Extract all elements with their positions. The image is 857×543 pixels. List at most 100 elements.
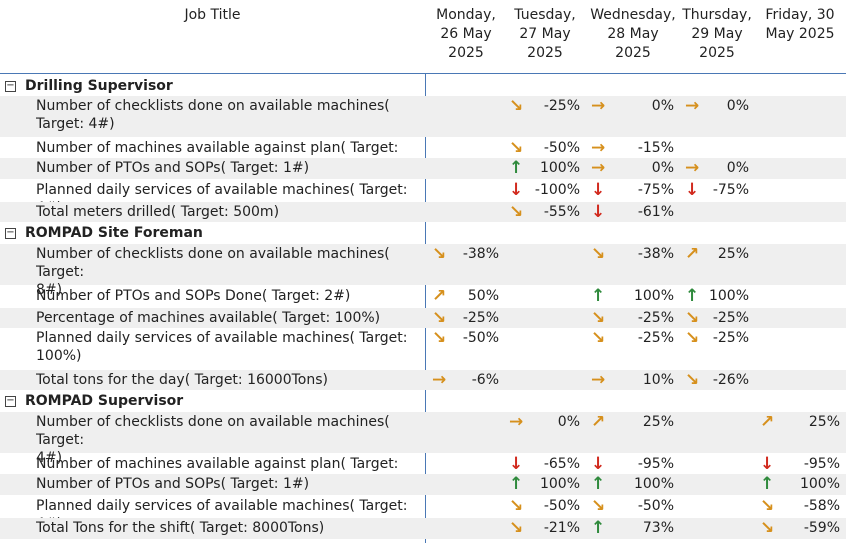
kpi-value: 100% bbox=[708, 288, 749, 304]
kpi-value: -25% bbox=[637, 310, 674, 326]
kpi-value: -25% bbox=[462, 310, 499, 326]
kpi-value: 10% bbox=[642, 372, 674, 388]
kpi-value: 100% bbox=[633, 288, 674, 304]
table-row[interactable]: Number of machines available against pla… bbox=[0, 454, 846, 474]
table-row[interactable]: Percentage of machines available( Target… bbox=[0, 308, 846, 328]
arrow-right-icon: → bbox=[432, 370, 447, 390]
metric-label: Total tons for the day( Target: 16000Ton… bbox=[36, 372, 328, 388]
column-header-tuesday[interactable]: Tuesday, 27 May 2025 bbox=[514, 7, 576, 61]
metric-label: Total Tons for the shift( Target: 8000To… bbox=[36, 520, 325, 536]
arrow-down-right-icon: ↘ bbox=[509, 138, 524, 158]
kpi-value: 100% bbox=[799, 476, 840, 492]
kpi-value: -50% bbox=[543, 140, 580, 156]
kpi-value: -95% bbox=[803, 456, 840, 472]
table-row[interactable]: Planned daily services of available mach… bbox=[0, 328, 846, 369]
arrow-right-icon: → bbox=[509, 412, 524, 432]
table-row[interactable]: Number of PTOs and SOPs( Target: 1#) ↑ 100… bbox=[0, 474, 846, 495]
kpi-value: 25% bbox=[808, 414, 840, 430]
arrow-up-icon: ↑ bbox=[685, 286, 700, 306]
metric-label: Percentage of machines available( Target… bbox=[36, 310, 381, 326]
kpi-value: -55% bbox=[543, 204, 580, 220]
group-row[interactable]: ROMPAD Site Foreman bbox=[0, 222, 846, 243]
kpi-value: -50% bbox=[543, 498, 580, 514]
arrow-up-icon: ↑ bbox=[591, 474, 606, 494]
group-row[interactable]: ROMPAD Supervisor bbox=[0, 390, 846, 411]
arrow-up-right-icon: ↗ bbox=[591, 412, 606, 432]
kpi-value: -50% bbox=[462, 330, 499, 346]
kpi-value: 0% bbox=[557, 414, 580, 430]
metric-label: Number of machines available against pla… bbox=[36, 140, 399, 156]
table-row[interactable]: Number of checklists done on available m… bbox=[0, 244, 846, 298]
kpi-value: 25% bbox=[642, 414, 674, 430]
metric-label: Planned daily services of available mach… bbox=[36, 182, 408, 216]
kpi-value: 0% bbox=[726, 160, 749, 176]
arrow-right-icon: → bbox=[591, 138, 606, 158]
arrow-down-right-icon: ↘ bbox=[432, 328, 447, 348]
arrow-right-icon: → bbox=[685, 96, 700, 116]
group-row[interactable]: Drilling Supervisor bbox=[0, 76, 846, 96]
column-header-wednesday[interactable]: Wednesday, 28 May 2025 bbox=[590, 7, 676, 61]
group-title: ROMPAD Supervisor bbox=[25, 392, 184, 409]
kpi-value: -75% bbox=[637, 182, 674, 198]
column-header-thursday[interactable]: Thursday, 29 May 2025 bbox=[682, 7, 752, 61]
table-row[interactable]: Number of PTOs and SOPs( Target: 1#) ↑ 100… bbox=[0, 158, 846, 179]
kpi-value: -38% bbox=[637, 246, 674, 262]
kpi-value: -26% bbox=[712, 372, 749, 388]
metric-label: Number of PTOs and SOPs( Target: 1#) bbox=[36, 160, 310, 176]
kpi-value: -58% bbox=[803, 498, 840, 514]
table-row[interactable]: Total tons for the day( Target: 16000Ton… bbox=[0, 370, 846, 390]
metric-label: Number of PTOs and SOPs( Target: 1#) bbox=[36, 476, 310, 492]
arrow-up-right-icon: ↗ bbox=[432, 286, 447, 306]
arrow-up-icon: ↑ bbox=[760, 474, 775, 494]
table-row[interactable]: Total Tons for the shift( Target: 8000To… bbox=[0, 518, 846, 539]
arrow-down-right-icon: ↘ bbox=[591, 308, 606, 328]
column-header-job-title[interactable]: Job Title bbox=[184, 7, 241, 23]
metric-label: Number of PTOs and SOPs Done( Target: 2#… bbox=[36, 288, 351, 304]
metric-label: Number of checklists done on available m… bbox=[36, 98, 390, 132]
arrow-down-right-icon: ↘ bbox=[760, 496, 775, 516]
arrow-up-icon: ↑ bbox=[591, 286, 606, 306]
kpi-value: -25% bbox=[543, 98, 580, 114]
metric-label: Planned daily services of available mach… bbox=[36, 330, 408, 364]
arrow-down-right-icon: ↘ bbox=[432, 308, 447, 328]
column-header-monday[interactable]: Monday, 26 May 2025 bbox=[436, 7, 496, 61]
arrow-down-icon: ↓ bbox=[509, 454, 524, 474]
arrow-down-right-icon: ↘ bbox=[685, 370, 700, 390]
arrow-down-right-icon: ↘ bbox=[432, 244, 447, 264]
arrow-down-right-icon: ↘ bbox=[685, 328, 700, 348]
table-row[interactable]: Number of checklists done on available m… bbox=[0, 96, 846, 137]
collapse-toggle-icon[interactable] bbox=[5, 395, 16, 407]
kpi-value: 73% bbox=[642, 520, 674, 536]
arrow-down-icon: ↓ bbox=[591, 202, 606, 222]
arrow-down-icon: ↓ bbox=[760, 454, 775, 474]
arrow-down-right-icon: ↘ bbox=[509, 496, 524, 516]
arrow-down-right-icon: ↘ bbox=[509, 202, 524, 222]
table-row[interactable]: Planned daily services of available mach… bbox=[0, 496, 846, 532]
table-row[interactable]: Number of checklists done on available m… bbox=[0, 412, 846, 466]
arrow-down-icon: ↓ bbox=[591, 454, 606, 474]
kpi-value: -100% bbox=[534, 182, 580, 198]
table-row[interactable]: Total meters drilled( Target: 500m) ↘ -55%… bbox=[0, 202, 846, 222]
kpi-value: 50% bbox=[467, 288, 499, 304]
table-row[interactable]: Number of machines available against pla… bbox=[0, 138, 846, 158]
group-title: ROMPAD Site Foreman bbox=[25, 224, 203, 241]
metric-label: Total meters drilled( Target: 500m) bbox=[36, 204, 280, 220]
table-row[interactable]: Planned daily services of available mach… bbox=[0, 180, 846, 216]
column-header-friday[interactable]: Friday, 30 May 2025 bbox=[765, 7, 835, 42]
kpi-value: -25% bbox=[712, 330, 749, 346]
collapse-toggle-icon[interactable] bbox=[5, 81, 16, 92]
kpi-value: -50% bbox=[637, 498, 674, 514]
arrow-down-right-icon: ↘ bbox=[685, 308, 700, 328]
kpi-value: -6% bbox=[471, 372, 499, 388]
kpi-value: 100% bbox=[539, 476, 580, 492]
arrow-down-icon: ↓ bbox=[509, 180, 524, 200]
kpi-value: -25% bbox=[637, 330, 674, 346]
arrow-right-icon: → bbox=[685, 158, 700, 178]
arrow-up-right-icon: ↗ bbox=[760, 412, 775, 432]
header-divider bbox=[0, 73, 846, 74]
arrow-up-icon: ↑ bbox=[509, 158, 524, 178]
metric-label: Number of checklists done on available m… bbox=[36, 414, 390, 466]
collapse-toggle-icon[interactable] bbox=[5, 227, 16, 239]
table-row[interactable]: Number of PTOs and SOPs Done( Target: 2#… bbox=[0, 286, 846, 307]
metric-label: Number of checklists done on available m… bbox=[36, 246, 390, 298]
